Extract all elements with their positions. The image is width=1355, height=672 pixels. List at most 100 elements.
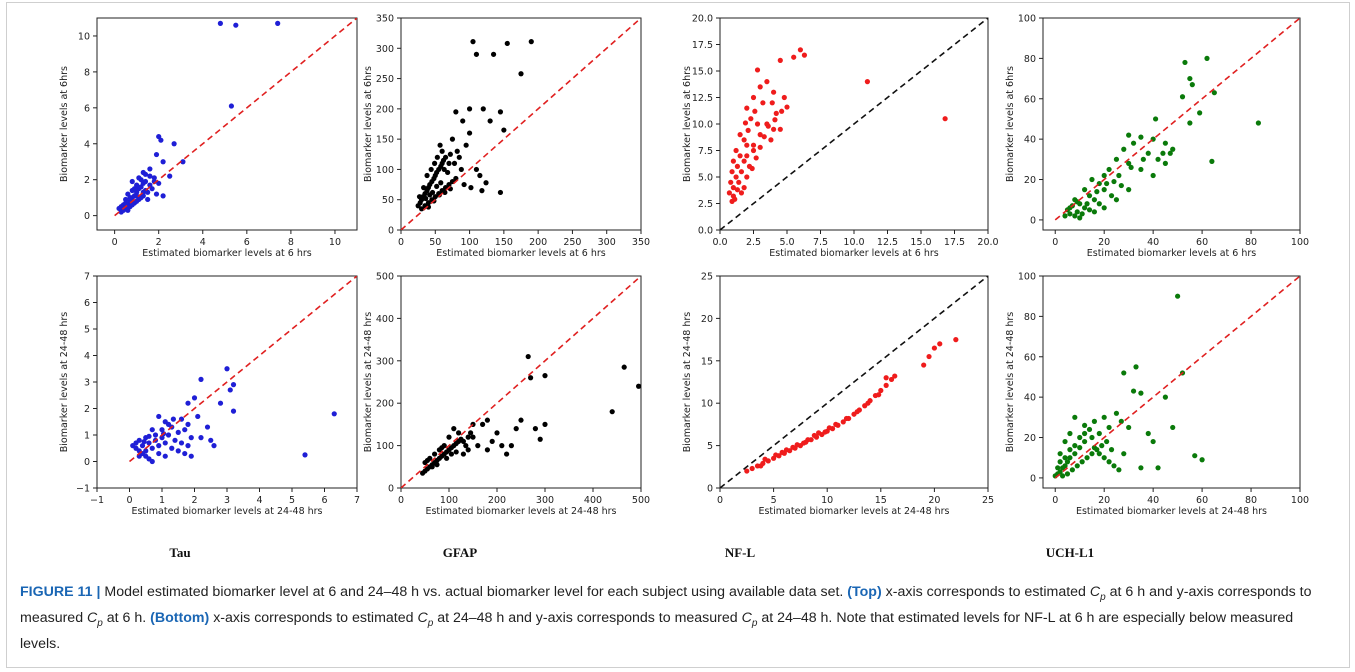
data-point bbox=[730, 158, 737, 164]
data-point bbox=[156, 413, 162, 420]
plot-area bbox=[114, 18, 357, 217]
y-tick-label: 0 bbox=[707, 484, 713, 495]
figure-frame bbox=[6, 2, 1350, 668]
x-tick-label: 350 bbox=[632, 237, 650, 248]
data-point bbox=[439, 148, 445, 154]
data-point bbox=[745, 127, 751, 133]
column-title-uchl1: UCH-L1 bbox=[1045, 545, 1095, 560]
y-tick-label: 350 bbox=[376, 14, 394, 25]
data-point bbox=[127, 195, 133, 201]
data-point bbox=[1152, 116, 1159, 122]
data-point bbox=[479, 188, 485, 194]
data-point bbox=[1079, 211, 1085, 217]
data-point bbox=[1089, 434, 1095, 441]
x-tick-label: 5.0 bbox=[779, 237, 794, 248]
data-point bbox=[1140, 156, 1146, 162]
data-point bbox=[195, 413, 201, 420]
data-point bbox=[1072, 213, 1078, 219]
data-point bbox=[156, 443, 162, 449]
data-point bbox=[434, 183, 440, 189]
data-point bbox=[1082, 187, 1088, 193]
x-tick-label: 60 bbox=[1196, 495, 1208, 506]
data-point bbox=[142, 178, 149, 185]
data-point bbox=[1106, 166, 1112, 173]
column-title-tau: Tau bbox=[169, 545, 191, 560]
data-point bbox=[185, 421, 191, 427]
data-point bbox=[483, 180, 489, 186]
data-point bbox=[1086, 207, 1093, 213]
data-point bbox=[883, 382, 889, 388]
data-point bbox=[129, 178, 135, 185]
data-point bbox=[175, 429, 181, 435]
x-axis-label: Estimated biomarker levels at 6 hrs bbox=[142, 248, 312, 259]
data-point bbox=[1104, 438, 1110, 445]
data-point bbox=[760, 100, 766, 106]
x-tick-label: 50 bbox=[429, 237, 441, 248]
data-point bbox=[142, 171, 149, 177]
data-point bbox=[768, 137, 774, 143]
data-point bbox=[1162, 140, 1168, 146]
data-point bbox=[198, 435, 204, 441]
identity-line bbox=[401, 18, 641, 230]
axes-frame bbox=[96, 17, 358, 231]
y-tick-label: 100 bbox=[1018, 272, 1036, 283]
data-point bbox=[446, 181, 452, 188]
data-point bbox=[757, 132, 763, 138]
data-point bbox=[1104, 180, 1110, 187]
data-point bbox=[463, 142, 469, 148]
data-point bbox=[1113, 156, 1120, 162]
data-point bbox=[123, 200, 129, 206]
data-point bbox=[892, 373, 898, 379]
panel-gfap-6h: 0 50 100 150 200 250 300 350 0 50 100 150 200 250 300 3… bbox=[363, 14, 650, 260]
data-point bbox=[525, 353, 531, 360]
data-point bbox=[1096, 430, 1102, 437]
y-tick-label: 10 bbox=[701, 399, 713, 410]
data-point bbox=[1150, 172, 1156, 179]
data-point bbox=[1096, 201, 1102, 207]
data-point bbox=[865, 400, 871, 406]
y-axis-label: Biomarker levels at 24-48 hrs bbox=[59, 312, 70, 453]
x-tick-label: 1 bbox=[159, 495, 165, 506]
data-point bbox=[791, 54, 797, 60]
data-point bbox=[750, 94, 757, 101]
y-tick-label: 17.5 bbox=[692, 40, 713, 51]
data-point bbox=[1101, 205, 1107, 211]
data-point bbox=[1057, 459, 1063, 465]
y-tick-label: 5 bbox=[707, 441, 713, 452]
data-point bbox=[1255, 120, 1261, 126]
data-point bbox=[475, 443, 481, 449]
data-point bbox=[442, 189, 448, 196]
data-point bbox=[159, 427, 165, 433]
data-point bbox=[468, 185, 474, 191]
data-point bbox=[1101, 455, 1107, 461]
column-title-gfap: GFAP bbox=[442, 545, 478, 560]
data-point bbox=[208, 437, 214, 443]
data-point bbox=[1094, 189, 1100, 195]
data-point bbox=[153, 191, 160, 197]
data-point bbox=[228, 103, 235, 109]
data-point bbox=[211, 443, 217, 449]
data-point bbox=[843, 415, 850, 422]
data-point bbox=[473, 51, 480, 57]
data-point bbox=[741, 137, 747, 143]
y-tick-label: 0.0 bbox=[698, 226, 713, 237]
data-point bbox=[1121, 451, 1127, 457]
data-point bbox=[1082, 422, 1088, 429]
y-tick-label: 100 bbox=[1018, 14, 1036, 25]
y-tick-label: 10.0 bbox=[692, 120, 713, 131]
data-point bbox=[1084, 455, 1090, 461]
data-point bbox=[750, 142, 757, 148]
y-axis-label: Biomarker levels at 24-48 hrs bbox=[363, 312, 374, 453]
data-point bbox=[744, 468, 750, 474]
data-point bbox=[451, 160, 458, 166]
data-point bbox=[754, 67, 761, 73]
data-point bbox=[801, 52, 808, 58]
data-point bbox=[504, 451, 510, 457]
data-point bbox=[149, 445, 155, 451]
data-point bbox=[1111, 178, 1117, 185]
data-point bbox=[779, 108, 785, 114]
data-point bbox=[822, 429, 828, 435]
data-point bbox=[794, 442, 800, 448]
data-point bbox=[1175, 293, 1181, 299]
